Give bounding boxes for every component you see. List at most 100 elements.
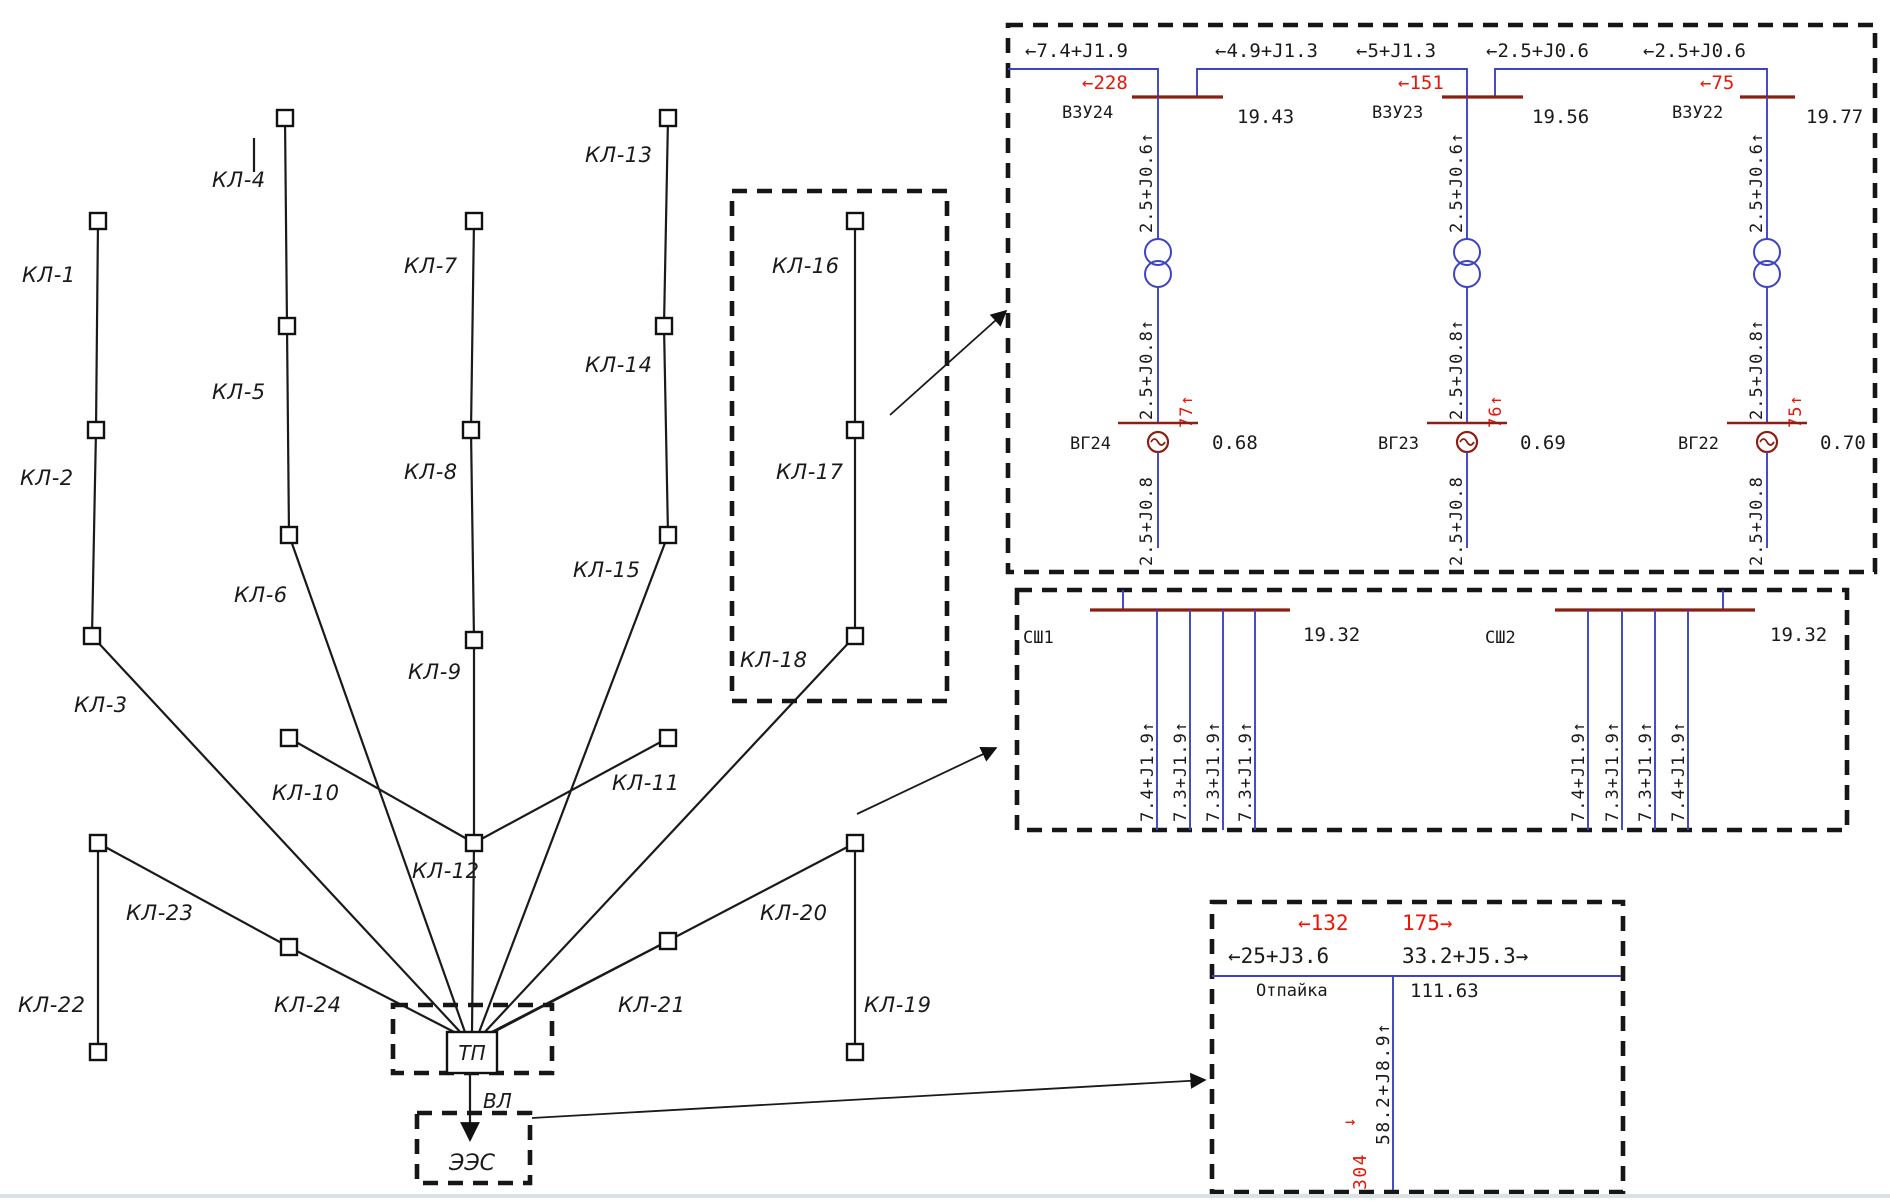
busbar-label: СШ1 <box>1023 628 1054 648</box>
node-square <box>461 420 481 440</box>
cable-kl11 <box>473 737 669 844</box>
feeder-impedance: 7.3+J1.9↑ <box>1636 721 1656 822</box>
node-square <box>279 525 299 545</box>
tap-impedance-out: 33.2+J5.3→ <box>1402 944 1528 968</box>
cable-labels: КЛ-1 КЛ-2 КЛ-3 КЛ-4 КЛ-5 КЛ-6 КЛ-7 КЛ-8 … <box>18 143 932 1017</box>
cable-label: КЛ-23 <box>126 901 194 925</box>
node-square <box>88 833 108 853</box>
cable-kl24 <box>288 946 461 1036</box>
section-impedance: ←5+J1.3 <box>1356 40 1436 62</box>
pointer-to-feeder-detail <box>889 309 1008 416</box>
node-square <box>658 728 678 748</box>
cable-label: КЛ-1 <box>22 263 76 287</box>
pointer-to-tap-detail <box>531 1072 1207 1119</box>
feeder-section-line <box>1008 68 1159 97</box>
cable-label: КЛ-15 <box>573 558 641 582</box>
cable-label: КЛ-9 <box>408 660 462 684</box>
feeder-impedance: 7.4+J1.9↑ <box>1569 721 1589 822</box>
generator-voltage: 0.70 <box>1820 432 1866 454</box>
unit-bus-label: ВЗУ24 <box>1062 103 1113 123</box>
cable-chain-3 <box>469 220 476 1033</box>
node-square <box>845 833 865 853</box>
feeder-impedance: 7.4+J1.9↑ <box>1138 721 1158 822</box>
generator-voltage: 0.68 <box>1212 432 1258 454</box>
node-square <box>88 211 108 231</box>
node-square <box>658 108 678 128</box>
unit-bus-voltage: 19.43 <box>1237 106 1294 128</box>
node-square <box>88 1042 108 1062</box>
pointer-to-busbar-detail <box>856 746 998 815</box>
node-square <box>845 1042 865 1062</box>
unit-gen-cable: 2.5+J0.8↑ <box>1747 319 1767 420</box>
feeder-detail-box: ←7.4+J1.9 ←4.9+J1.3 ←5+J1.3 ←2.5+J0.6 ←2… <box>1005 22 1878 575</box>
node-square <box>845 626 865 646</box>
tap-branch-current-arrow-icon: → <box>1345 1112 1355 1132</box>
generator-label: ВГ23 <box>1378 434 1419 454</box>
tap-branch-current: 304 <box>1350 1153 1371 1190</box>
unit-vzu22: ВЗУ22 19.77 2.5+J0.6↑ 2.5+J0.8↑ 75↑ ВГ22… <box>1672 95 1866 566</box>
feeder-section-line <box>1494 68 1768 97</box>
unit-out-cable: 2.5+J0.8 <box>1447 476 1467 566</box>
busbar-label: СШ2 <box>1485 628 1516 648</box>
node-square <box>275 108 295 128</box>
unit-gen-cable: 2.5+J0.8↑ <box>1447 319 1467 420</box>
cable-label: КЛ-16 <box>772 254 840 278</box>
section-current: ←228 <box>1082 72 1128 94</box>
node-square <box>845 211 865 231</box>
tap-label: Отпайка <box>1256 981 1328 1001</box>
node-square <box>845 420 865 440</box>
cable-label: КЛ-12 <box>412 859 480 883</box>
node-square <box>464 833 484 853</box>
tap-impedance-in: ←25+J3.6 <box>1228 944 1329 968</box>
unit-bus-label: ВЗУ23 <box>1372 103 1423 123</box>
highlight-box-kl16-18 <box>729 188 950 704</box>
transformer-icon <box>1753 238 1781 266</box>
cable-label: КЛ-24 <box>274 993 342 1017</box>
page-bottom-separator <box>0 1194 1890 1198</box>
feeder-impedance: 7.4+J1.9↑ <box>1669 721 1689 822</box>
cable-label: КЛ-21 <box>618 993 686 1017</box>
section-impedance: ←4.9+J1.3 <box>1215 40 1318 62</box>
generator-label: ВГ22 <box>1678 434 1719 454</box>
cable-chain-4 <box>476 117 670 1036</box>
busbar-voltage: 19.32 <box>1303 624 1360 646</box>
node-square <box>279 728 299 748</box>
section-current: ←151 <box>1398 72 1444 94</box>
cable-label: КЛ-7 <box>404 254 458 278</box>
cable-label: КЛ-11 <box>612 771 680 795</box>
cable-label: КЛ-2 <box>20 466 74 490</box>
node-square <box>658 931 678 951</box>
section-impedance: ←2.5+J0.6 <box>1486 40 1589 62</box>
cable-label: КЛ-6 <box>234 583 288 607</box>
unit-out-cable: 2.5+J0.8 <box>1137 476 1157 566</box>
tap-detail-border <box>1209 899 1626 1195</box>
tap-voltage: 111.63 <box>1410 980 1479 1002</box>
busbar-detail-box: СШ1 19.32 7.4+J1.9↑ 7.3+J1.9↑ 7.3+J1.9↑ … <box>1014 587 1850 833</box>
section-impedance: ←2.5+J0.6 <box>1643 40 1746 62</box>
overhead-line-label: ВЛ <box>483 1089 512 1113</box>
tap-current-in: ←132 <box>1298 911 1349 935</box>
load-nodes <box>82 108 865 1062</box>
unit-gen-current: 76↑ <box>1486 394 1506 428</box>
feeder-detail-border <box>1005 22 1878 575</box>
feeder-section-line <box>1196 68 1468 97</box>
substation-label: ТП <box>458 1041 485 1065</box>
cable-label: КЛ-14 <box>585 353 653 377</box>
cable-network: КЛ-1 КЛ-2 КЛ-3 КЛ-4 КЛ-5 КЛ-6 КЛ-7 КЛ-8 … <box>18 108 1207 1186</box>
unit-tr-cable: 2.5+J0.6↑ <box>1447 132 1467 233</box>
cable-label: КЛ-22 <box>18 993 86 1017</box>
cable-label: КЛ-5 <box>212 380 266 404</box>
cable-label: КЛ-19 <box>864 993 932 1017</box>
cable-kl10 <box>288 737 475 844</box>
generator-sine-icon <box>1459 438 1475 446</box>
grid-box <box>414 1110 533 1186</box>
unit-vzu23: ВЗУ23 19.56 2.5+J0.6↑ 2.5+J0.8↑ 76↑ ВГ23… <box>1372 95 1589 566</box>
cable-chain-1 <box>90 220 464 1036</box>
busbar-detail-border <box>1014 587 1850 833</box>
unit-bus-voltage: 19.56 <box>1532 106 1589 128</box>
unit-tr-cable: 2.5+J0.6↑ <box>1137 132 1157 233</box>
node-square <box>82 626 102 646</box>
transformer-icon <box>1144 238 1172 266</box>
